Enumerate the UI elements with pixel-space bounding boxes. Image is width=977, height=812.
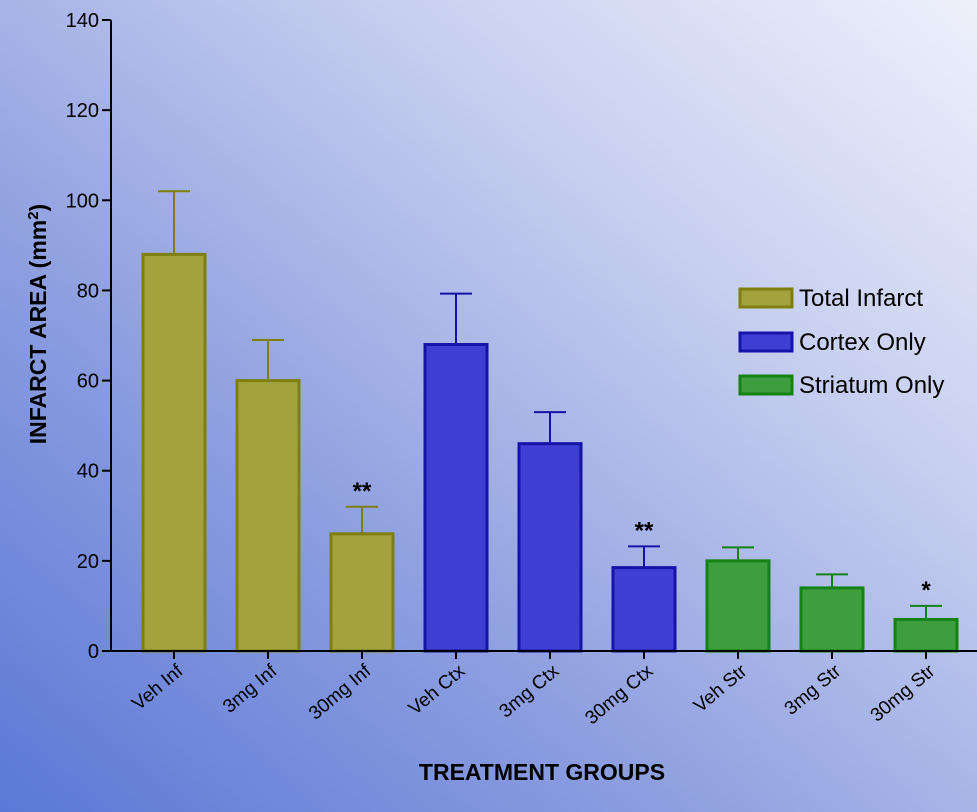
- x-tick-label-30mg-ctx: 30mg Ctx: [581, 660, 657, 729]
- y-axis-title-main: INFARCT AREA (mm: [25, 220, 51, 444]
- x-tick-label-3mg-inf: 3mg Inf: [219, 660, 282, 717]
- bar-3mg-str: [799, 586, 865, 653]
- legend-swatch-striatum-only: [738, 374, 794, 396]
- bar-30mg-inf: [329, 532, 395, 653]
- y-tick-label: 120: [66, 100, 99, 122]
- legend-item-striatum-only: Striatum Only: [738, 372, 944, 399]
- significance-30mg-str: *: [921, 577, 931, 604]
- x-tick-label-veh-inf: Veh Inf: [128, 660, 187, 715]
- legend-item-cortex-only: Cortex Only: [738, 329, 926, 356]
- y-tick-label: 60: [77, 371, 99, 393]
- bar-veh-str: [705, 559, 771, 653]
- significance-markers: *****: [353, 478, 932, 604]
- y-tick-label: 20: [77, 551, 99, 573]
- x-tick-label-3mg-ctx: 3mg Ctx: [496, 660, 564, 722]
- significance-30mg-inf: **: [353, 478, 372, 505]
- x-tick-label-veh-ctx: Veh Ctx: [405, 660, 470, 719]
- bar-veh-ctx: [423, 343, 489, 653]
- legend-swatch-cortex-only: [738, 331, 794, 353]
- bar-30mg-str: [893, 617, 959, 653]
- y-axis-title: INFARCT AREA (mm2): [25, 204, 51, 444]
- bar-3mg-inf: [235, 379, 301, 653]
- y-tick-label: 0: [88, 641, 99, 663]
- legend-swatch-total-infarct: [738, 287, 794, 309]
- y-axis-title-superscript: 2: [25, 211, 42, 219]
- legend-item-total-infarct: Total Infarct: [738, 285, 923, 312]
- y-tick-label: 140: [66, 10, 99, 32]
- x-tick-label-30mg-str: 30mg Str: [867, 660, 940, 726]
- bar-30mg-ctx: [611, 566, 677, 653]
- bars-layer: [141, 190, 959, 653]
- x-tick-label-veh-str: Veh Str: [690, 660, 752, 717]
- legend-label-total-infarct: Total Infarct: [799, 285, 923, 312]
- y-tick-label: 40: [77, 461, 99, 483]
- legend: Total Infarct Cortex Only Striatum Only: [738, 285, 944, 399]
- x-axis-title: TREATMENT GROUPS: [419, 759, 665, 785]
- significance-30mg-ctx: **: [635, 517, 654, 544]
- legend-label-striatum-only: Striatum Only: [799, 372, 944, 399]
- x-tick-labels: Veh Inf 3mg Inf 30mg Inf Veh Ctx 3mg Ctx 30mg…: [128, 651, 940, 729]
- y-tick-label: 80: [77, 280, 99, 302]
- x-tick-label-30mg-inf: 30mg Inf: [305, 660, 376, 724]
- y-axis-title-close: ): [25, 204, 51, 212]
- y-tick-label: 100: [66, 190, 99, 212]
- legend-label-cortex-only: Cortex Only: [799, 329, 926, 356]
- x-tick-label-3mg-str: 3mg Str: [781, 660, 846, 719]
- bar-veh-inf: [141, 252, 207, 653]
- bar-3mg-ctx: [517, 442, 583, 653]
- y-ticks: 0 20 40 60 80 100 120 140: [66, 10, 111, 663]
